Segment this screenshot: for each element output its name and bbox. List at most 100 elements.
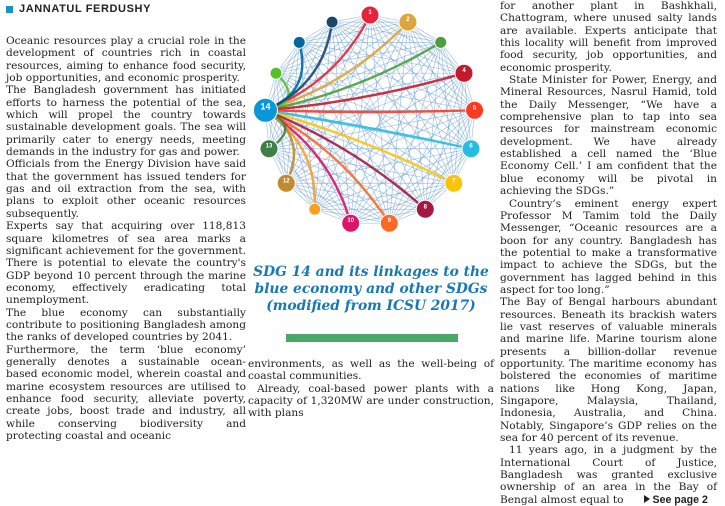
linkage-line bbox=[332, 21, 441, 43]
figure-caption: SDG 14 and its linkages to the blue econ… bbox=[253, 264, 489, 314]
linkage-line bbox=[388, 42, 442, 224]
linkage-line bbox=[275, 73, 316, 210]
paragraph: The blue economy can substantially contr… bbox=[6, 306, 246, 344]
sdg14-link-arc bbox=[265, 109, 427, 211]
linkage-line bbox=[268, 42, 300, 149]
linkage-line bbox=[388, 22, 409, 224]
sdg-node-10 bbox=[341, 213, 361, 233]
byline-marker-icon bbox=[6, 5, 13, 13]
linkage-line bbox=[369, 14, 455, 184]
sdg-node-9 bbox=[379, 213, 399, 233]
sdg-node-label: 8 bbox=[424, 204, 428, 210]
author-name: JANNATUL FERDUSHY bbox=[19, 2, 152, 15]
article-column-3: for another plant in Bashkhali, Chattogr… bbox=[500, 0, 717, 506]
linkage-line bbox=[388, 73, 465, 224]
linkage-line bbox=[350, 182, 454, 224]
linkage-line bbox=[424, 110, 475, 210]
linkage-line bbox=[453, 73, 465, 184]
linkage-line bbox=[331, 21, 475, 111]
paragraph: 11 years ago, in a judgment by the Inter… bbox=[500, 444, 717, 506]
paragraph: Officials from the Energy Division have … bbox=[6, 158, 246, 220]
sdg-node-label: 5 bbox=[473, 105, 477, 111]
linkage-line bbox=[275, 21, 409, 74]
sdg-node-14 bbox=[252, 97, 278, 123]
linkage-line bbox=[268, 148, 351, 224]
linkage-line bbox=[268, 148, 390, 224]
sdg-node-label: 4 bbox=[462, 68, 466, 74]
paragraph: Experts say that acquiring over 118,813 … bbox=[6, 220, 246, 307]
linkage-line bbox=[285, 14, 371, 184]
linkage-line bbox=[299, 42, 475, 111]
linkage-line bbox=[369, 14, 472, 149]
linkage-line bbox=[286, 182, 390, 224]
sdg-node-11 bbox=[308, 202, 322, 216]
linkage-line bbox=[440, 42, 455, 184]
see-page-link[interactable]: See page 2 bbox=[624, 494, 708, 506]
sdg14-link-arc bbox=[264, 21, 334, 112]
linkage-line bbox=[275, 73, 287, 184]
linkage-line bbox=[350, 14, 371, 224]
linkage-line bbox=[314, 148, 472, 210]
linkage-line bbox=[331, 21, 426, 210]
sdg-node-15 bbox=[269, 66, 283, 80]
linkage-line bbox=[331, 21, 390, 224]
linkage-line bbox=[286, 109, 475, 184]
linkage-line bbox=[265, 72, 465, 111]
sdg-node-label: 12 bbox=[283, 178, 290, 184]
linkage-line bbox=[298, 42, 352, 224]
linkage-line bbox=[350, 72, 465, 224]
sdg14-link-arc bbox=[265, 109, 475, 114]
linkage-line bbox=[314, 22, 333, 210]
linkage-line bbox=[350, 110, 475, 224]
linkage-line bbox=[331, 21, 455, 184]
linkage-line bbox=[314, 182, 454, 210]
linkage-line bbox=[299, 42, 472, 150]
linkage-line bbox=[268, 21, 333, 149]
paragraph: The Bangladesh government has initiated … bbox=[6, 84, 246, 159]
linkage-line bbox=[299, 14, 371, 43]
sdg-node-1 bbox=[360, 5, 380, 25]
linkage-line bbox=[407, 21, 475, 111]
linkage-line bbox=[265, 14, 371, 111]
sdg-node-label: 2 bbox=[406, 17, 410, 23]
linkage-line bbox=[331, 21, 472, 149]
linkage-line bbox=[407, 22, 426, 210]
see-page-label: See page 2 bbox=[652, 493, 708, 506]
paragraph: The Bay of Bengal harbours abundant reso… bbox=[500, 296, 717, 445]
sdg14-link-arc bbox=[265, 109, 472, 150]
linkage-line bbox=[350, 21, 409, 224]
sdg14-link-arc bbox=[265, 21, 409, 112]
linkage-line bbox=[369, 14, 390, 224]
linkage-line bbox=[314, 42, 442, 210]
linkage-line bbox=[265, 42, 300, 111]
article-column-2: environments, as well as the well-being … bbox=[248, 358, 494, 420]
sdg-node-13 bbox=[259, 139, 279, 159]
paragraph: Oceanic resources play a crucial role in… bbox=[6, 35, 246, 85]
linkage-line bbox=[369, 14, 475, 111]
linkage-line bbox=[286, 148, 472, 184]
article-column-1: JANNATUL FERDUSHY Oceanic resources play… bbox=[6, 0, 246, 442]
linkage-line bbox=[407, 21, 455, 184]
sdg14-link-arc bbox=[264, 109, 391, 224]
linkage-line bbox=[265, 21, 333, 111]
linkage-line bbox=[268, 148, 454, 184]
linkage-line bbox=[275, 42, 441, 74]
linkage-line bbox=[275, 72, 426, 210]
linkage-line bbox=[265, 110, 316, 210]
linkage-line bbox=[314, 110, 475, 210]
linkage-line bbox=[275, 14, 371, 74]
linkage-line bbox=[275, 21, 333, 74]
paragraph: for another plant in Bashkhali, Chattogr… bbox=[500, 0, 717, 74]
paragraph: State Minister for Power, Energy, and Mi… bbox=[500, 74, 717, 198]
sdg-node-label: 9 bbox=[388, 218, 392, 224]
sdg-node-label: 7 bbox=[452, 178, 456, 184]
sdg14-link-arc bbox=[265, 72, 465, 112]
linkage-line bbox=[268, 148, 426, 210]
linkage-line bbox=[407, 21, 465, 74]
sdg-node-12 bbox=[276, 173, 296, 193]
paragraph: Country’s eminent energy expert Professo… bbox=[500, 197, 717, 296]
paragraph: Furthermore, the term ‘blue economy’ gen… bbox=[6, 343, 246, 442]
linkage-line bbox=[369, 14, 465, 74]
sdg-node-2 bbox=[398, 12, 418, 32]
linkage-line bbox=[268, 42, 441, 150]
